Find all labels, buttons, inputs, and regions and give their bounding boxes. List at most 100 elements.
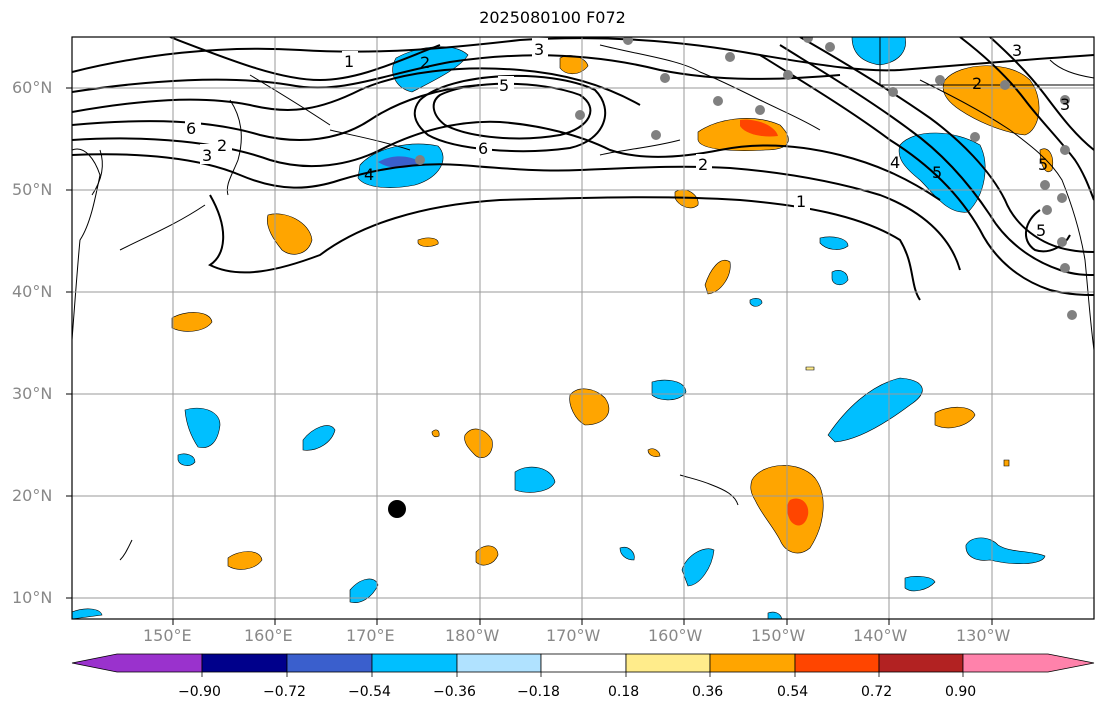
station-marker <box>1042 205 1052 215</box>
blue-anomaly-region <box>72 608 103 619</box>
station-marker <box>803 37 813 43</box>
colorbar-tick-label: 0.36 <box>692 684 724 700</box>
station-marker <box>725 52 735 62</box>
blue-anomaly-region <box>749 298 763 307</box>
station-marker <box>651 130 661 140</box>
station-marker <box>623 37 633 45</box>
contour-line <box>72 54 841 93</box>
contour-label: 5 <box>932 163 942 182</box>
contour-label: 3 <box>1060 95 1070 114</box>
station-marker <box>1057 237 1067 247</box>
contour-label: 3 <box>202 146 212 165</box>
station-marker <box>660 73 670 83</box>
colorbar-segment <box>625 653 711 673</box>
coastline <box>119 539 133 561</box>
contour-label: 6 <box>186 119 196 138</box>
lon-label: 150°E <box>143 626 192 645</box>
contour-line <box>989 37 1094 151</box>
blue-anomaly-region <box>651 379 687 401</box>
contour-label: 4 <box>890 153 900 172</box>
lon-label: 160°W <box>648 626 703 645</box>
orange-anomaly-region <box>417 237 439 247</box>
colorbar-tick-label: 0.54 <box>777 684 809 700</box>
height-contours <box>72 37 1094 301</box>
contour-label: 5 <box>499 76 509 95</box>
typhoon-marker <box>388 500 406 518</box>
blue-anomaly-region <box>681 548 715 587</box>
contour-label: 3 <box>1012 41 1022 60</box>
coastline <box>226 99 242 196</box>
lon-label: 180°W <box>445 626 500 645</box>
contour-label: 2 <box>217 136 227 155</box>
coastline <box>72 148 101 341</box>
colorbar-tick-label: −0.18 <box>517 684 560 700</box>
station-marker <box>1060 95 1070 105</box>
colorbar-segment <box>286 653 373 673</box>
station-marker <box>825 42 835 52</box>
colorbar-tick-label: −0.72 <box>263 684 306 700</box>
contour-label: 6 <box>478 139 488 158</box>
blue-anomaly-region <box>514 466 556 493</box>
colorbar-segment <box>540 653 627 673</box>
orange-anomaly-region <box>227 551 263 570</box>
lon-label: 140°W <box>853 626 908 645</box>
orange-anomaly-region <box>704 260 731 295</box>
colorbar-tick-label: −0.54 <box>348 684 391 700</box>
colorbar-segment <box>371 653 458 673</box>
contour-label: 1 <box>796 192 806 211</box>
orange-anomaly-region <box>805 366 815 371</box>
blue-anomaly-region <box>349 578 379 603</box>
coastline <box>679 474 739 506</box>
orange-anomaly-region <box>475 545 499 566</box>
blue-anomaly-region <box>819 236 849 250</box>
orange-anomaly-region <box>787 498 809 526</box>
tick-marks <box>66 87 993 625</box>
orange-anomaly-region <box>740 119 778 137</box>
station-marker <box>1040 180 1050 190</box>
blue-anomaly-region <box>302 425 336 451</box>
contour-label: 2 <box>698 155 708 174</box>
lat-label: 30°N <box>12 384 53 403</box>
contour-line <box>959 37 1094 201</box>
contour-line <box>72 37 1094 73</box>
colorbar-segment <box>794 653 880 673</box>
blue-anomaly-region <box>827 377 923 443</box>
colorbar-segment <box>456 653 542 673</box>
colorbar-tick-label: −0.36 <box>433 684 476 700</box>
orange-anomaly-region <box>934 406 976 429</box>
blue-anomaly-region <box>177 453 196 466</box>
contour-line <box>72 120 941 201</box>
orange-anomaly-region <box>171 312 213 332</box>
contour-line <box>169 37 441 82</box>
blue-anomaly-region <box>831 270 849 286</box>
lon-label: 150°W <box>751 626 806 645</box>
contour-label: 5 <box>1036 221 1046 240</box>
contour-line <box>432 82 592 140</box>
contour-line <box>72 153 961 271</box>
contour-label: 1 <box>344 52 354 71</box>
orange-anomaly-region <box>569 388 610 426</box>
blue-anomaly-region <box>767 611 783 619</box>
orange-anomaly-region <box>464 428 493 459</box>
lat-label: 50°N <box>12 180 53 199</box>
contour-line <box>759 54 1094 296</box>
lat-label: 10°N <box>12 588 53 607</box>
lat-label: 60°N <box>12 78 53 97</box>
blue-anomaly-region <box>965 537 1046 564</box>
station-marker <box>888 87 898 97</box>
station-marker <box>1057 193 1067 203</box>
lat-label: 20°N <box>12 486 53 505</box>
colorbar <box>71 653 1095 677</box>
anomaly-shading <box>72 37 1053 619</box>
lon-label: 160°E <box>244 626 293 645</box>
station-marker <box>1000 80 1010 90</box>
lat-label: 40°N <box>12 282 53 301</box>
coastline <box>599 139 681 156</box>
coastline <box>1049 59 1094 79</box>
station-marker <box>935 75 945 85</box>
orange-anomaly-region <box>1003 459 1010 467</box>
blue-anomaly-region <box>904 576 936 592</box>
lon-label: 170°E <box>346 626 395 645</box>
contour-label: 5 <box>1038 155 1048 174</box>
coastline <box>329 129 411 151</box>
